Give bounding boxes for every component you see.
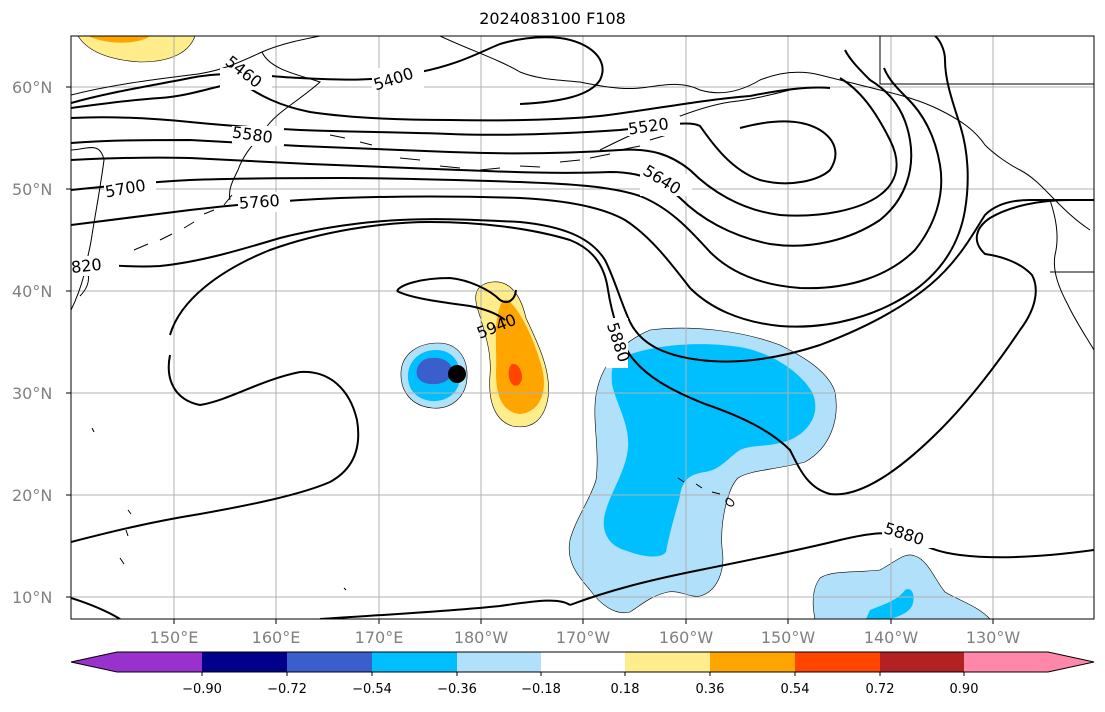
- contour-5760: [71, 36, 969, 328]
- colorbar-seg-1: [117, 652, 202, 672]
- colorbar-tick-090: 0.90: [950, 682, 979, 697]
- lon-label-170e: 170°E: [355, 628, 404, 647]
- storm-center-marker: [448, 365, 466, 383]
- coastlines: [71, 36, 1094, 591]
- colorbar-tick-neg018: −0.18: [521, 682, 561, 697]
- coastline-okhotsk: [71, 147, 105, 311]
- lon-label-160e: 160°E: [252, 628, 301, 647]
- colorbar-extend-low: [71, 652, 117, 672]
- filled-anomalies: [77, 36, 991, 619]
- colorbar-outline: [70, 651, 1095, 673]
- lat-label-60n: 60°N: [12, 78, 52, 97]
- colorbar-seg-9: [795, 652, 880, 672]
- colorbar-tick-054: 0.54: [781, 682, 810, 697]
- colorbar-seg-8: [710, 652, 795, 672]
- colorbar-extend-high: [1048, 652, 1094, 672]
- graticule: [71, 36, 1094, 619]
- coastline-alaska-peninsula: [599, 89, 791, 151]
- colorbar-tick-neg036: −0.36: [437, 682, 477, 697]
- coastline-canada-border: [879, 36, 1094, 85]
- colorbar-tick-neg072: −0.72: [267, 682, 307, 697]
- lon-label-140w: 140°W: [864, 628, 919, 647]
- colorbar-seg-11: [964, 652, 1048, 672]
- coastline-hawaii: [677, 477, 735, 507]
- colorbar-tick-neg054: −0.54: [352, 682, 392, 697]
- coastline-kuril: [133, 194, 233, 251]
- coastline-islands: [91, 427, 347, 591]
- coastline-asia-north: [71, 36, 321, 96]
- positive-anomaly-north-core: [88, 36, 150, 43]
- contour-5940-lobe: [396, 290, 506, 321]
- colorbar-seg-5: [457, 652, 541, 672]
- longitude-labels: 150°E 160°E 170°E 180°W 170°W 160°W 150°…: [150, 628, 1021, 647]
- colorbar-seg-10: [880, 652, 964, 672]
- colorbar: −0.90 −0.72 −0.54 −0.36 −0.18 0.18 0.36 …: [70, 651, 1095, 697]
- axis-ticks: [66, 86, 994, 624]
- contour-label-group: 5400 5460 5520 5580 5640 5700 5760 5820 …: [60, 52, 936, 549]
- positive-anomaly-center-mid: [495, 299, 544, 414]
- contour-5880-south: [569, 532, 1094, 606]
- latitude-labels: 60°N 50°N 40°N 30°N 20°N 10°N: [12, 78, 52, 607]
- contour-label-5820: 5820: [60, 255, 102, 278]
- colorbar-seg-7: [625, 652, 710, 672]
- colorbar-seg-4: [372, 652, 457, 672]
- contour-label-5760: 5760: [238, 191, 280, 213]
- lat-label-10n: 10°N: [12, 588, 52, 607]
- contour-5940: [396, 276, 517, 303]
- lon-label-150w: 150°W: [761, 628, 816, 647]
- contour-5880-lower: [319, 599, 571, 619]
- lon-label-180w: 180°W: [454, 628, 509, 647]
- positive-anomaly-center-core: [508, 363, 522, 386]
- positive-anomaly-north: [77, 36, 196, 63]
- colorbar-seg-2: [202, 652, 287, 672]
- contour-5460: [71, 80, 831, 122]
- lon-label-170w: 170°W: [556, 628, 611, 647]
- negative-anomaly-west-core: [416, 357, 453, 385]
- contour-5400: [71, 36, 604, 105]
- lat-label-20n: 20°N: [12, 486, 52, 505]
- contour-5820: [71, 199, 1094, 363]
- coastline-aleutians: [329, 133, 671, 171]
- lon-label-150e: 150°E: [150, 628, 199, 647]
- negative-anomaly-east-core: [603, 344, 816, 557]
- lat-label-30n: 30°N: [12, 384, 52, 403]
- colorbar-tick-072: 0.72: [866, 682, 895, 697]
- contour-5880-southwest: [71, 597, 121, 619]
- negative-anomaly-southeast: [812, 554, 991, 619]
- colorbar-seg-6: [541, 652, 625, 672]
- lat-label-40n: 40°N: [12, 282, 52, 301]
- colorbar-tick-018: 0.18: [611, 682, 640, 697]
- lon-label-160w: 160°W: [659, 628, 714, 647]
- lat-label-50n: 50°N: [12, 180, 52, 199]
- lon-label-130w: 130°W: [966, 628, 1021, 647]
- contour-5880-inner: [71, 354, 360, 543]
- colorbar-tick-036: 0.36: [696, 682, 725, 697]
- contour-5880-north: [169, 199, 1071, 496]
- colorbar-tick-neg090: −0.90: [182, 682, 222, 697]
- coastline-alaska: [439, 36, 1091, 231]
- map-title: 2024083100 F108: [479, 9, 626, 28]
- colorbar-seg-3: [287, 652, 372, 672]
- contour-5700: [71, 67, 943, 290]
